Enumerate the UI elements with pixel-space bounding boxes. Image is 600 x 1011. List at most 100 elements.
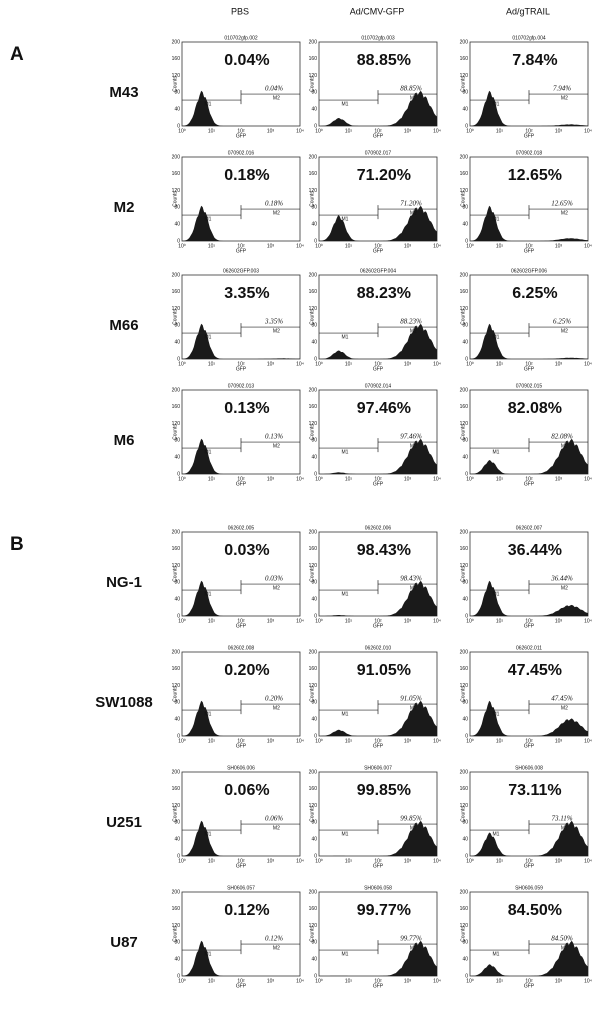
y-tick-label: 160: [172, 56, 181, 62]
gate-name: M1: [492, 449, 499, 455]
file-name: 062602.007: [516, 525, 543, 531]
x-tick-label: 10¹: [345, 978, 353, 984]
gate-name: M1: [204, 101, 211, 107]
x-tick-label: 10⁰: [466, 618, 474, 624]
x-tick-label: 10⁰: [466, 361, 474, 367]
file-name: 010702gfp.003: [361, 35, 395, 41]
percent-label: 99.77%: [357, 902, 411, 919]
gate-name: M1: [492, 216, 499, 222]
percent-label: 47.45%: [508, 662, 562, 679]
y-tick-label: 160: [460, 666, 469, 672]
y-tick-label: 160: [172, 404, 181, 410]
gate-name: M2: [273, 945, 280, 951]
gate-name: M2: [273, 705, 280, 711]
y-tick-label: 160: [460, 404, 469, 410]
gate-name: M2: [410, 210, 417, 216]
x-tick-label: 10⁴: [296, 243, 304, 249]
percent-label: 91.05%: [357, 662, 411, 679]
row-label: M66: [109, 317, 138, 334]
x-tick-label: 10¹: [496, 361, 504, 367]
percent-label: 98.43%: [357, 542, 411, 559]
gate-name: M2: [410, 825, 417, 831]
y-axis-label: Counts: [309, 566, 315, 582]
percent-label: 3.35%: [224, 285, 269, 302]
percent-label: 88.85%: [357, 52, 411, 69]
y-axis-label: Counts: [309, 309, 315, 325]
x-axis-label: GFP: [524, 863, 535, 869]
x-tick-label: 10¹: [208, 476, 216, 482]
percent-label: 0.12%: [224, 902, 269, 919]
percent-label: 88.23%: [357, 285, 411, 302]
y-tick-label: 160: [172, 906, 181, 912]
x-tick-label: 10¹: [496, 476, 504, 482]
y-tick-label: 40: [311, 455, 317, 461]
x-tick-label: 10³: [555, 858, 563, 864]
x-tick-label: 10⁰: [315, 978, 323, 984]
file-name: SH0606.008: [515, 765, 543, 771]
file-name: SH0606.006: [227, 765, 255, 771]
gate-name: M1: [341, 101, 348, 107]
file-name: 070902.016: [228, 150, 255, 156]
y-tick-label: 160: [309, 404, 318, 410]
x-axis-label: GFP: [524, 366, 535, 372]
y-tick-label: 200: [309, 154, 318, 160]
x-tick-label: 10¹: [345, 128, 353, 134]
x-axis-label: GFP: [373, 623, 384, 629]
percent-label: 97.46%: [357, 400, 411, 417]
y-tick-label: 40: [174, 837, 180, 843]
y-tick-label: 200: [309, 529, 318, 535]
gate-name: M2: [561, 210, 568, 216]
x-tick-label: 10¹: [208, 361, 216, 367]
file-name: 070902.018: [516, 150, 543, 156]
x-tick-label: 10⁴: [584, 243, 592, 249]
x-axis-label: GFP: [236, 366, 247, 372]
file-name: 062602GFP.004: [360, 268, 396, 274]
gate-name: M1: [492, 101, 499, 107]
gate-name: M1: [341, 591, 348, 597]
y-tick-label: 160: [172, 171, 181, 177]
y-tick-label: 200: [460, 272, 469, 278]
x-tick-label: 10³: [267, 476, 275, 482]
y-tick-label: 40: [174, 455, 180, 461]
y-tick-label: 40: [462, 837, 468, 843]
file-name: 010702gfp.002: [224, 35, 258, 41]
y-tick-label: 160: [309, 171, 318, 177]
x-tick-label: 10³: [555, 978, 563, 984]
y-axis-label: Counts: [309, 191, 315, 207]
gate-percent: 88.85%: [400, 85, 422, 93]
gate-name: M1: [341, 449, 348, 455]
y-axis-label: Counts: [460, 806, 466, 822]
x-tick-label: 10¹: [496, 618, 504, 624]
y-axis-label: Counts: [460, 309, 466, 325]
gate-name: M1: [492, 591, 499, 597]
x-tick-label: 10⁴: [584, 978, 592, 984]
x-tick-label: 10³: [267, 978, 275, 984]
x-tick-label: 10³: [555, 618, 563, 624]
y-tick-label: 160: [460, 171, 469, 177]
row-label: M6: [114, 432, 135, 449]
gate-percent: 91.05%: [400, 695, 422, 703]
y-axis-label: Counts: [309, 806, 315, 822]
y-tick-label: 40: [311, 222, 317, 228]
file-name: 070902.013: [228, 383, 255, 389]
x-tick-label: 10⁴: [296, 738, 304, 744]
y-tick-label: 40: [174, 107, 180, 113]
y-tick-label: 160: [309, 786, 318, 792]
percent-label: 36.44%: [508, 542, 562, 559]
x-axis-label: GFP: [524, 623, 535, 629]
gate-percent: 3.35%: [264, 318, 283, 326]
gate-percent: 88.23%: [400, 318, 422, 326]
x-tick-label: 10⁴: [433, 361, 441, 367]
y-axis-label: Counts: [172, 806, 178, 822]
panel-label: B: [10, 534, 24, 555]
gate-percent: 71.20%: [400, 200, 422, 208]
x-tick-label: 10³: [555, 738, 563, 744]
y-tick-label: 160: [309, 666, 318, 672]
gate-percent: 6.25%: [553, 318, 571, 326]
y-tick-label: 40: [174, 340, 180, 346]
percent-label: 0.04%: [224, 52, 269, 69]
gate-percent: 0.03%: [265, 575, 283, 583]
x-tick-label: 10³: [555, 476, 563, 482]
y-axis-label: Counts: [460, 424, 466, 440]
x-tick-label: 10³: [404, 361, 412, 367]
